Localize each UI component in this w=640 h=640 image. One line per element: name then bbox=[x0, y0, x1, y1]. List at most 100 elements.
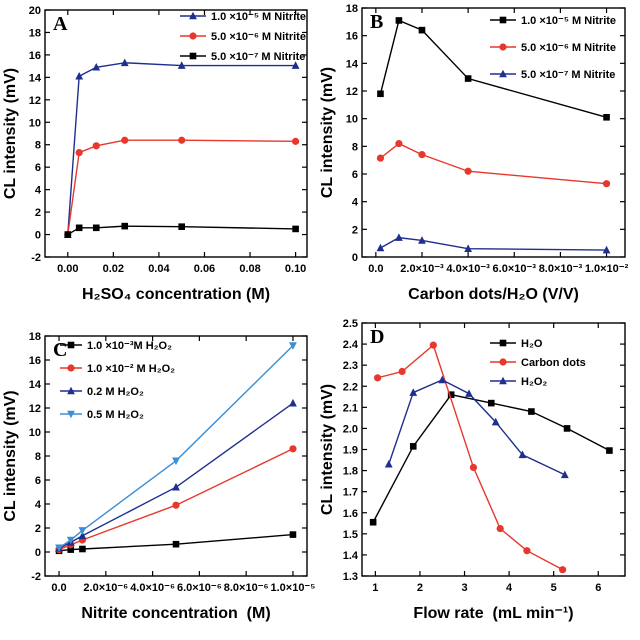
data-point bbox=[172, 482, 180, 491]
legend-marker bbox=[189, 11, 197, 20]
data-point bbox=[289, 531, 297, 538]
y-tick-label: 16 bbox=[346, 31, 358, 43]
x-tick-label: 1 bbox=[372, 582, 378, 594]
series-line bbox=[380, 236, 607, 251]
x-tick-label: 0.02 bbox=[103, 263, 124, 275]
data-point bbox=[75, 148, 83, 157]
y-tick-label: 6 bbox=[35, 475, 41, 487]
x-tick-label: 2 bbox=[417, 582, 423, 594]
series-2 bbox=[64, 136, 300, 239]
series-3 bbox=[64, 222, 299, 238]
y-axis-label: CL intensity (mV) bbox=[2, 68, 19, 199]
data-point bbox=[374, 374, 382, 382]
data-point bbox=[395, 233, 403, 241]
y-tick-label: 2.1 bbox=[343, 402, 358, 414]
chart-panel-b: 0 2 4 6 8 10 12 14 16 18 0.0 2.0×10⁻³ 4.0×10⁻³ 6.0×10… bbox=[319, 3, 629, 303]
y-tick-label: 14 bbox=[29, 72, 42, 84]
data-point bbox=[395, 139, 403, 148]
data-point bbox=[67, 546, 75, 553]
panel-label: A bbox=[53, 13, 68, 35]
x-tick-label: 0.0 bbox=[51, 582, 66, 594]
data-point bbox=[55, 544, 63, 553]
y-tick-label: 4 bbox=[35, 185, 42, 197]
data-point bbox=[602, 245, 611, 254]
series-1 bbox=[63, 58, 300, 238]
legend-marker bbox=[499, 69, 507, 78]
legend-entry: 5.0 ×10⁻⁶ M Nitrite bbox=[211, 31, 306, 43]
y-tick-label: 18 bbox=[346, 3, 358, 15]
data-point bbox=[376, 243, 385, 252]
x-tick-label: 3 bbox=[461, 582, 467, 594]
x-tick-label: 6.0×10⁻³ bbox=[493, 263, 537, 275]
data-point bbox=[603, 113, 610, 121]
data-point bbox=[409, 443, 417, 450]
legend-marker bbox=[67, 364, 75, 372]
x-axis-label: H₂SO₄ concentration (M) bbox=[82, 286, 270, 303]
y-tick-label: 4 bbox=[35, 499, 42, 511]
legend-entry: 0.2 M H₂O₂ bbox=[87, 386, 144, 398]
x-tick-label: 4 bbox=[506, 582, 513, 594]
series-3 bbox=[55, 398, 297, 552]
y-tick-label: 12 bbox=[346, 86, 358, 98]
data-point bbox=[177, 61, 186, 69]
y-tick-label: -2 bbox=[31, 252, 41, 264]
data-point bbox=[563, 425, 571, 432]
y-tick-label: 6 bbox=[352, 169, 358, 181]
y-axis-label: CL intensity (mV) bbox=[319, 67, 336, 198]
data-point bbox=[438, 375, 447, 384]
x-tick-label: 8.0×10⁻⁶ bbox=[224, 582, 269, 594]
x-tick-label: 0.04 bbox=[148, 263, 170, 275]
x-tick-label: 6 bbox=[595, 582, 601, 594]
data-point bbox=[518, 450, 527, 459]
data-point bbox=[376, 154, 385, 162]
data-point bbox=[496, 524, 504, 533]
data-point bbox=[64, 231, 72, 238]
data-point bbox=[384, 459, 393, 468]
legend-entry: 1.0 ×10⁻³M H₂O₂ bbox=[87, 340, 172, 352]
legend-entry: 1.0 ×10⁻⁵ M Nitrite bbox=[521, 15, 616, 27]
y-tick-label: 2 bbox=[35, 523, 41, 535]
y-tick-label: 10 bbox=[29, 117, 41, 129]
x-tick-label: 0.0 bbox=[368, 263, 383, 275]
y-tick-label: 1.8 bbox=[343, 466, 358, 478]
y-tick-label: 14 bbox=[346, 58, 359, 70]
y-axis-label: CL intensity (mV) bbox=[319, 384, 336, 515]
y-tick-label: 8 bbox=[35, 451, 41, 463]
legend-marker bbox=[499, 376, 507, 385]
series-line bbox=[58, 345, 294, 549]
x-tick-label: 1.0×10⁻⁵ bbox=[270, 582, 315, 594]
data-point bbox=[464, 244, 473, 252]
y-tick-label: 16 bbox=[29, 50, 41, 62]
series-3 bbox=[376, 233, 611, 254]
y-tick-label: 2.4 bbox=[343, 339, 359, 351]
data-point bbox=[464, 167, 472, 175]
data-point bbox=[395, 17, 403, 24]
data-point bbox=[178, 136, 186, 144]
series-2 bbox=[374, 341, 567, 574]
chart-panel-a: -2 0 2 4 6 8 10 12 14 16 18 20 0.00 0.02 0.04 0.06 0.08 0… bbox=[2, 5, 308, 303]
data-point bbox=[418, 236, 426, 244]
x-tick-label: 2.0×10⁻⁶ bbox=[83, 582, 128, 594]
data-point bbox=[606, 447, 613, 454]
chart-panel-c: -2 0 2 4 6 8 10 12 14 16 18 0.0 2.0×10⁻⁶ 4.0×10⁻⁶ 6.0×… bbox=[2, 331, 315, 622]
y-tick-label: 1.4 bbox=[343, 550, 359, 562]
legend-marker bbox=[499, 358, 507, 366]
data-point bbox=[491, 417, 500, 426]
data-point bbox=[523, 547, 531, 555]
series-1 bbox=[377, 17, 610, 121]
y-tick-label: 20 bbox=[29, 5, 41, 17]
y-tick-label: 14 bbox=[29, 379, 42, 391]
legend-marker bbox=[67, 410, 75, 419]
plot-frame bbox=[361, 7, 626, 258]
data-point bbox=[292, 137, 300, 145]
series-3 bbox=[384, 375, 569, 479]
y-tick-label: 10 bbox=[29, 427, 41, 439]
y-tick-label: 2 bbox=[352, 224, 358, 236]
legend-entry: 5.0 ×10⁻⁷ M Nitrite bbox=[211, 51, 305, 63]
data-point bbox=[558, 566, 567, 574]
data-point bbox=[429, 341, 437, 349]
y-tick-label: 18 bbox=[29, 27, 41, 39]
legend-marker bbox=[499, 339, 507, 347]
x-axis-label: Carbon dots/H₂O (V/V) bbox=[408, 286, 579, 303]
data-point bbox=[66, 536, 75, 545]
